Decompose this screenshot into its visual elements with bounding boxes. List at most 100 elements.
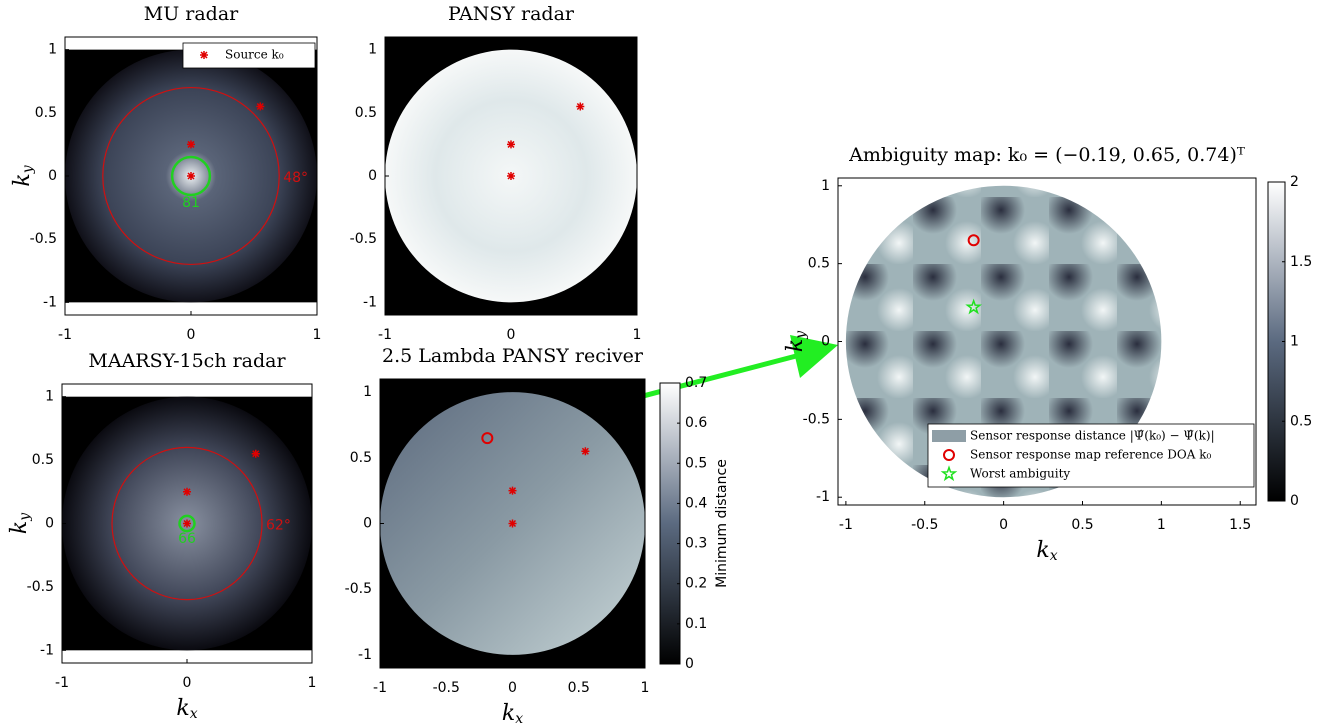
label-base: k (176, 696, 189, 721)
y-tick-label: -1 (40, 642, 54, 658)
marker (481, 432, 494, 445)
chart-title: MAARSY-15ch radar (88, 350, 286, 372)
legend-label: Worst ambiguity (970, 467, 1070, 481)
y-tick-label: 0.5 (32, 452, 54, 468)
fov-circle (111, 446, 263, 601)
y-tick-label: -0.5 (803, 411, 830, 427)
axis-label: ky (10, 164, 36, 186)
circle-label: 62° (266, 518, 291, 534)
marker (256, 102, 265, 111)
marker (507, 140, 515, 149)
label-base: k (7, 521, 32, 534)
panel: -1 0 1 -1 -0.5 0 0.5 1 MU radar 48° 81 Source k₀ (30, 3, 322, 343)
y-tick-label: 1 (821, 178, 830, 194)
x-tick-label: 0.5 (1071, 517, 1093, 533)
colorbar-tick-label: 0.7 (685, 375, 707, 391)
x-tick-label: 0 (183, 675, 192, 691)
colorbar-tick-label: 1.5 (1290, 254, 1312, 270)
y-tick-label: -0.5 (30, 231, 57, 247)
label-base: k (502, 701, 515, 723)
x-tick-label: 0 (187, 327, 196, 343)
x-tick-label: -1 (58, 327, 72, 343)
chart-title: Ambiguity map: k₀ = (−0.19, 0.65, 0.74)ᵀ (848, 144, 1245, 166)
fov-circle (102, 86, 280, 266)
marker (508, 486, 517, 495)
x-tick-label: -0.5 (911, 517, 938, 533)
label-sub: x (515, 711, 523, 723)
marker (965, 298, 983, 315)
colorbar-tick-label: 0.6 (685, 415, 707, 431)
colorbar-tick-label: 0.3 (685, 536, 707, 552)
axis-label: ky (7, 512, 33, 534)
y-tick-label: 0.5 (808, 256, 830, 272)
legend-label: Sensor response distance |Ψ̂(k₀) − Ψ̂(k)… (970, 429, 1215, 443)
chart-title: MU radar (144, 3, 239, 25)
y-tick-label: 1 (48, 42, 57, 58)
axis-label: ky (783, 330, 809, 352)
y-tick-label: 1 (368, 42, 377, 58)
y-tick-label: 0.5 (355, 105, 377, 121)
y-tick-label: 0 (48, 168, 57, 184)
x-tick-label: -0.5 (433, 680, 460, 696)
x-tick-label: 0 (507, 327, 516, 343)
label-sub: y (20, 164, 36, 174)
x-tick-label: 0 (508, 680, 517, 696)
x-tick-label: -1 (55, 675, 69, 691)
y-tick-label: 0 (368, 168, 377, 184)
band (62, 384, 312, 397)
legend-marker (940, 465, 958, 482)
x-tick-label: 1 (641, 680, 650, 696)
marker (183, 487, 191, 496)
y-tick-label: 1 (363, 384, 372, 400)
colorbar-tick-label: 0.5 (1290, 413, 1312, 429)
y-tick-label: -1 (816, 489, 830, 505)
colorbar-tick-label: 0.5 (685, 455, 707, 471)
marker (251, 449, 260, 458)
marker (183, 519, 191, 528)
marker (581, 447, 590, 456)
legend-marker (943, 449, 955, 461)
legend: Source k₀ (182, 42, 316, 69)
x-tick-label: 1 (1157, 517, 1166, 533)
legend-box (927, 423, 1255, 488)
fov-circle (178, 514, 196, 533)
legend-swatch (932, 430, 966, 442)
colorbar-tick-label: 0 (685, 656, 694, 672)
label-sub: y (17, 512, 33, 522)
legend-label: Source k₀ (225, 48, 284, 62)
colorbar-label: Minimum distance (714, 459, 730, 588)
legend-marker (200, 51, 208, 59)
y-tick-label: 0 (363, 516, 372, 532)
label-sub: x (190, 706, 198, 722)
colorbar-tick-label: 0.1 (685, 616, 707, 632)
y-tick-label: -1 (43, 294, 57, 310)
y-tick-label: 0.5 (350, 450, 372, 466)
x-tick-label: 1 (313, 327, 322, 343)
y-tick-label: -0.5 (350, 231, 377, 247)
fov-circle (170, 155, 212, 197)
disk (845, 185, 1162, 498)
colorbar-tick-label: 0.2 (685, 576, 707, 592)
x-tick-label: -1 (839, 517, 853, 533)
colorbar (659, 382, 681, 665)
panel: -1 0 1 -1 -0.5 0 0.5 1 MAARSY-15ch radar 62° 66 (27, 350, 317, 691)
label-sub: x (1050, 548, 1058, 564)
circle-label: 66 (178, 531, 196, 547)
chart-title: PANSY radar (448, 3, 575, 25)
chart-title: 2.5 Lambda PANSY reciver (382, 345, 644, 367)
colorbar-tick-label: 2 (1290, 174, 1299, 190)
colorbar-tick-label: 0.4 (685, 495, 707, 511)
heatmap-image (385, 37, 637, 315)
band (65, 302, 317, 315)
colorbar-tick-label: 1 (1290, 334, 1299, 350)
axis-label: kx (176, 696, 197, 722)
panel: -1 -0.5 0 0.5 1 -1 -0.5 0 0.5 1 2.5 Lambda PANSY r… (345, 345, 730, 696)
label-sub: y (793, 330, 809, 340)
y-tick-label: -1 (363, 294, 377, 310)
x-tick-label: -1 (378, 327, 392, 343)
marker (507, 172, 515, 180)
band (62, 650, 312, 663)
panel: -1 0 1 -1 -0.5 0 0.5 1 PANSY radar (350, 3, 642, 343)
y-tick-label: -0.5 (345, 581, 372, 597)
